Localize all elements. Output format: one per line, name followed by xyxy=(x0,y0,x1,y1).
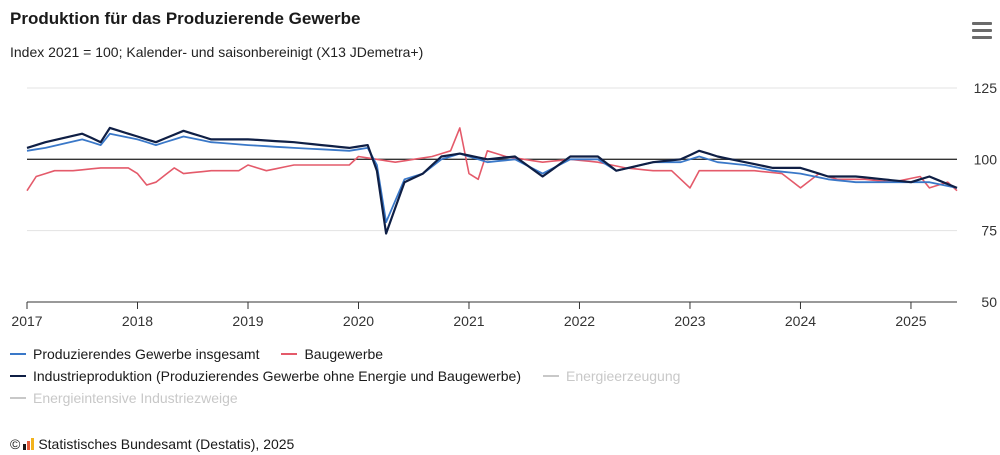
x-tick-label: 2022 xyxy=(564,313,595,329)
legend-label: Energieintensive Industriezweige xyxy=(33,390,238,406)
legend-label: Baugewerbe xyxy=(304,346,384,362)
legend: Produzierendes Gewerbe insgesamt Baugewe… xyxy=(10,343,702,409)
legend-label: Energieerzeugung xyxy=(565,368,681,384)
source-credit: © Statistisches Bundesamt (Destatis), 20… xyxy=(10,436,294,452)
legend-label: Produzierendes Gewerbe insgesamt xyxy=(33,346,260,362)
menu-icon-bar xyxy=(972,36,992,39)
legend-swatch xyxy=(10,375,26,377)
grid-lines xyxy=(27,87,957,303)
series-line-industrieproduktion xyxy=(26,126,958,235)
x-tick-label: 2018 xyxy=(122,313,153,329)
x-tick-label: 2021 xyxy=(453,313,484,329)
y-tick-label: 50 xyxy=(981,294,997,310)
menu-icon-bar xyxy=(972,29,992,32)
legend-item-baugewerbe[interactable]: Baugewerbe xyxy=(281,346,383,362)
series-line-produzierendes-gewerbe xyxy=(26,132,958,223)
legend-item-energieintensive-industriezweige[interactable]: Energieintensive Industriezweige xyxy=(10,390,238,406)
x-tick-label: 2020 xyxy=(343,313,374,329)
y-axis-ticks: 50 75 100 125 xyxy=(974,80,998,310)
legend-swatch xyxy=(10,353,26,355)
series-line-baugewerbe xyxy=(26,127,958,192)
legend-swatch xyxy=(10,397,26,399)
x-tick-label: 2024 xyxy=(785,313,816,329)
x-tick-label: 2025 xyxy=(895,313,926,329)
series-lines xyxy=(26,126,958,235)
copyright-symbol: © xyxy=(10,436,21,452)
chart-subtitle: Index 2021 = 100; Kalender- und saisonbe… xyxy=(10,44,424,60)
legend-swatch xyxy=(542,375,559,377)
x-tick-label: 2023 xyxy=(674,313,705,329)
legend-item-produzierendes-gewerbe[interactable]: Produzierendes Gewerbe insgesamt xyxy=(10,346,259,362)
menu-icon-bar xyxy=(972,22,992,25)
x-tick-label: 2019 xyxy=(232,313,263,329)
legend-item-industrieproduktion[interactable]: Industrieproduktion (Produzierendes Gewe… xyxy=(10,368,521,384)
x-axis-ticks: 2017 2018 2019 2020 2021 2022 2023 2024 2025 xyxy=(11,302,927,329)
chart-menu-button[interactable] xyxy=(972,22,992,40)
x-tick-label: 2017 xyxy=(11,313,42,329)
legend-label: Industrieproduktion (Produzierendes Gewe… xyxy=(33,368,521,384)
y-tick-label: 75 xyxy=(981,223,997,239)
y-tick-label: 100 xyxy=(974,151,998,167)
y-tick-label: 125 xyxy=(974,80,998,96)
legend-item-energieerzeugung[interactable]: Energieerzeugung xyxy=(542,368,681,384)
chart-title: Produktion für das Produzierende Gewerbe xyxy=(10,9,361,28)
destatis-logo-icon xyxy=(23,438,35,450)
legend-swatch xyxy=(281,353,298,355)
source-text: Statistisches Bundesamt (Destatis), 2025 xyxy=(38,436,295,452)
